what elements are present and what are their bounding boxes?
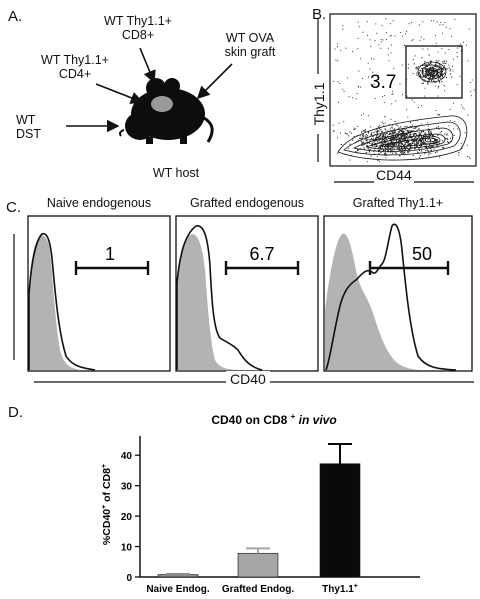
histogram-row: 1 6.7 50 — [13, 215, 474, 383]
y-tick-label: 40 — [121, 451, 133, 462]
graft-patch — [151, 96, 173, 112]
dst-label: WT DST — [16, 113, 56, 141]
bar — [319, 463, 361, 578]
histogram-grafted-thy11: 50 — [323, 215, 473, 372]
flow-plot-frame — [329, 13, 477, 167]
thy11-axis-wrap: Thy1.1 — [306, 74, 332, 134]
gate-population-contours — [417, 61, 447, 83]
cd8-label-line1: WT Thy1.1+ — [104, 14, 172, 28]
cd4-arrow — [95, 83, 144, 104]
y-tick-label: 20 — [121, 512, 133, 523]
chart-title: CD40 on CD8 + in vivo — [211, 412, 336, 427]
panel-c-letter: C. — [6, 199, 21, 216]
cd40-axis-label: CD40 — [226, 371, 270, 387]
hist-title-2: Grafted endogenous — [190, 196, 304, 210]
panel-d-letter: D. — [8, 404, 23, 421]
flow-plot-b: 3.7 — [317, 13, 477, 183]
graft-label-line2: skin graft — [224, 45, 276, 59]
graft-arrow — [196, 63, 233, 100]
histogram-naive: 1 — [27, 215, 171, 372]
x-tick-label: Thy1.1+ — [322, 583, 358, 595]
y-tick-label: 30 — [121, 482, 133, 493]
y-axis-label: %CD40+ of CD8+ — [101, 464, 113, 545]
cd8-cell-label: WT Thy1.1+ CD8+ — [96, 14, 180, 42]
panel-b-letter: B. — [312, 6, 327, 23]
x-tick-label: Naive Endog. — [146, 584, 210, 595]
hist-gate-1: 1 — [105, 244, 115, 264]
panel-a-letter: A. — [8, 8, 23, 25]
hist-title-1: Naive endogenous — [46, 196, 152, 210]
host-label: WT host — [152, 166, 200, 180]
x-tick-label: Grafted Endog. — [222, 584, 294, 595]
cd4-label-line1: WT Thy1.1+ — [41, 53, 109, 67]
hist-gate-2: 6.7 — [249, 244, 274, 264]
y-tick-label: 10 — [121, 543, 133, 554]
y-tick-label: 0 — [126, 573, 132, 584]
bar — [237, 552, 279, 578]
histogram-grafted-endog: 6.7 — [175, 215, 319, 372]
dst-label-line1: WT — [16, 113, 36, 127]
hist-title-3: Grafted Thy1.1+ — [352, 196, 444, 210]
main-population-contours — [337, 115, 468, 161]
dst-label-line2: DST — [16, 127, 41, 141]
cd4-cell-label: WT Thy1.1+ CD4+ — [30, 53, 120, 81]
cd44-axis-label: CD44 — [374, 167, 414, 183]
cd4-label-line2: CD4+ — [58, 67, 92, 81]
gate-box — [405, 45, 463, 99]
cd8-label-line2: CD8+ — [121, 28, 155, 42]
thy11-axis-label: Thy1.1 — [311, 74, 327, 134]
bar-chart-d: CD40 on CD8 + in vivo 0 10 20 30 40 %CD40+ of … — [101, 412, 420, 595]
graft-label-line1: WT OVA — [225, 31, 275, 45]
hist-gate-3: 50 — [412, 244, 432, 264]
skin-graft-label: WT OVA skin graft — [208, 31, 292, 59]
mouse-icon — [119, 78, 214, 144]
mouse-schematic — [66, 47, 233, 144]
gate-value: 3.7 — [370, 72, 396, 93]
bar-chart-content: CD40 on CD8 + in vivo 0 10 20 30 40 %CD40+ of … — [101, 412, 420, 595]
cd8-arrow — [139, 47, 156, 84]
